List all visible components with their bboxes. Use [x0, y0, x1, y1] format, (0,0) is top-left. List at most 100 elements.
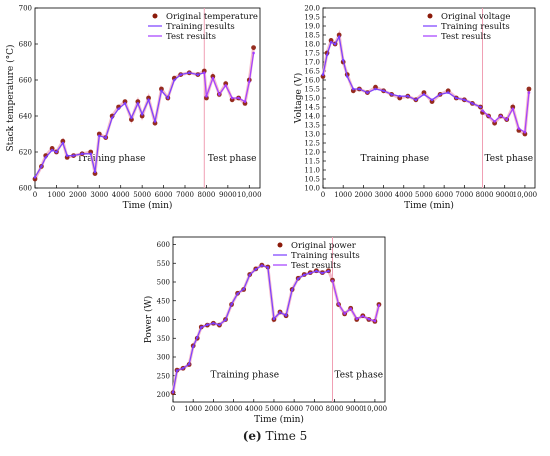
series-2-point: [390, 93, 393, 96]
x-tick-label: 8000: [326, 405, 344, 413]
series-3-point: [527, 91, 531, 94]
series-2-point: [187, 362, 191, 366]
y-tick-label: 19.5: [304, 14, 320, 22]
series-2-point: [302, 273, 306, 277]
series-3-point: [373, 319, 377, 323]
y-tick-label: 700: [19, 5, 32, 13]
x-tick-label: 7000: [305, 405, 323, 413]
series-2-point: [422, 93, 426, 96]
series-2-point: [230, 302, 233, 306]
series-2-point: [345, 75, 349, 78]
series-2-point: [123, 102, 127, 105]
series-3-point: [511, 107, 515, 111]
series-2-point: [181, 366, 185, 370]
series-3-point: [205, 94, 208, 98]
series-3-point: [377, 303, 381, 307]
series-2-point: [329, 40, 333, 44]
y-axis-title: Power (W): [143, 296, 154, 344]
series-2-point: [147, 98, 150, 102]
series-1-point: [49, 146, 55, 151]
y-tick-label: 640: [19, 113, 32, 121]
series-3-point: [523, 130, 527, 134]
y-tick-label: 19.0: [304, 23, 320, 31]
phase-label-test: Test phase: [484, 154, 533, 164]
series-2-point: [93, 170, 97, 174]
series-2-point: [327, 269, 330, 273]
y-tick-label: 15.5: [304, 86, 320, 94]
x-axis-title: Time (min): [404, 200, 454, 211]
y-tick-label: 14.5: [304, 104, 320, 112]
series-2-point: [358, 87, 361, 91]
plot-frame: [34, 7, 261, 189]
y-tick-label: 450: [157, 297, 170, 305]
series-2-point: [206, 323, 209, 327]
y-tick-label: 12.0: [304, 149, 320, 157]
series-2-point: [248, 273, 252, 277]
series-3-point: [487, 114, 490, 118]
y-tick-label: 13.5: [304, 122, 320, 130]
series-2-point: [333, 42, 337, 46]
x-tick-label: 0: [321, 191, 325, 199]
y-tick-label: 680: [19, 41, 32, 49]
y-tick-label: 400: [157, 316, 170, 324]
series-1-point: [135, 99, 141, 104]
series-2-point: [104, 136, 108, 139]
series-line-3: [482, 92, 530, 134]
series-3-point: [355, 317, 359, 321]
series-2-point: [341, 58, 345, 62]
series-2-point: [191, 345, 195, 348]
legend-label: Original voltage: [441, 12, 510, 22]
series-1-point: [421, 90, 427, 95]
legend-label: Training results: [166, 22, 235, 32]
legend-marker-original: [152, 13, 158, 19]
series-1-point: [60, 138, 66, 144]
x-tick-label: 4000: [245, 405, 263, 413]
series-2-point: [438, 93, 442, 96]
y-tick-label: 11.0: [304, 167, 320, 175]
series-2-point: [97, 134, 101, 138]
series-2-point: [414, 98, 418, 102]
y-tick-label: 250: [157, 372, 170, 380]
series-3-point: [361, 314, 365, 318]
series-3-point: [493, 120, 496, 123]
x-tick-label: 10,000: [513, 191, 538, 199]
series-2-point: [110, 116, 114, 120]
x-tick-label: 2000: [204, 405, 222, 413]
x-tick-label: 0: [33, 191, 37, 199]
series-3-point: [211, 76, 215, 80]
y-tick-label: 12.5: [304, 140, 320, 148]
y-tick-label: 18.5: [304, 32, 320, 40]
phase-label-test: Test phase: [208, 154, 257, 164]
series-2-point: [254, 267, 258, 271]
series-1-point: [129, 117, 134, 122]
series-1-point: [492, 120, 498, 126]
series-2-point: [321, 271, 324, 275]
series-1-point: [92, 171, 98, 177]
phase-label-training: Training phase: [361, 154, 430, 164]
y-tick-label: 17.5: [304, 50, 320, 58]
y-tick-label: 20.0: [304, 5, 320, 13]
series-line-2: [34, 72, 205, 178]
phase-label-training: Training phase: [211, 370, 280, 380]
series-2-point: [179, 73, 183, 76]
series-2-point: [55, 150, 58, 154]
series-3-point: [367, 317, 371, 321]
series-1-point: [336, 32, 342, 38]
series-2-point: [296, 277, 300, 280]
y-tick-label: 600: [157, 241, 170, 249]
series-1-point: [159, 86, 164, 92]
y-tick-label: 200: [157, 391, 170, 399]
series-1-point: [210, 74, 216, 79]
series-2-point: [196, 73, 200, 76]
series-2-point: [50, 148, 54, 152]
legend-label: Original power: [291, 241, 357, 251]
x-tick-label: 6000: [435, 191, 453, 199]
series-2-point: [382, 89, 385, 93]
series-2-point: [212, 321, 215, 325]
series-2-point: [65, 154, 69, 157]
x-tick-label: 6000: [285, 405, 303, 413]
x-tick-label: 3000: [375, 191, 393, 199]
series-2-point: [321, 73, 325, 76]
series-2-point: [278, 311, 282, 314]
y-tick-label: 660: [19, 77, 32, 85]
